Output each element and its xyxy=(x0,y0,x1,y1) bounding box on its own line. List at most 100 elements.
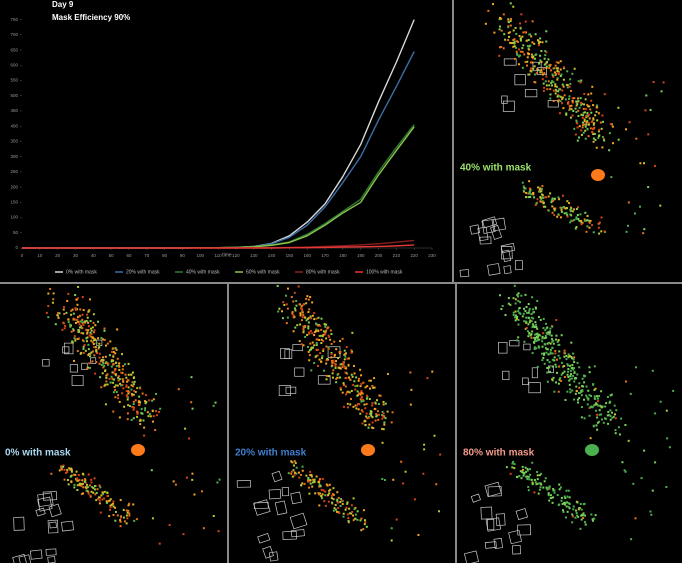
map-dot xyxy=(526,44,529,47)
map-dot xyxy=(352,405,355,408)
map-dot xyxy=(325,483,328,486)
map-dot xyxy=(133,406,136,409)
building-outline xyxy=(493,537,503,550)
map-dot xyxy=(99,511,102,514)
map-dot xyxy=(630,538,633,541)
map-dot xyxy=(533,336,536,339)
map-dot xyxy=(300,319,303,322)
map-dot xyxy=(540,193,543,196)
map-dot xyxy=(498,25,501,28)
map-dot xyxy=(491,3,494,6)
map-dot xyxy=(346,391,349,394)
map-dot xyxy=(577,80,580,83)
map-dot xyxy=(598,221,601,224)
map-dot xyxy=(579,101,582,104)
map-dot xyxy=(360,382,363,385)
map-dot xyxy=(298,476,301,479)
map-dot xyxy=(305,297,308,300)
map-dot xyxy=(362,528,365,531)
map-dot xyxy=(383,423,386,426)
map-dot xyxy=(82,321,85,324)
map-dot xyxy=(70,330,73,333)
map-dot xyxy=(585,116,588,119)
map-dot xyxy=(602,421,605,424)
map-dot xyxy=(365,412,368,415)
map-dot xyxy=(282,301,285,304)
map-dot xyxy=(76,320,79,323)
map-dot xyxy=(582,111,585,114)
map-dot xyxy=(291,461,294,464)
map-dot xyxy=(87,321,90,324)
map-dot xyxy=(309,342,312,345)
map-dot xyxy=(500,45,503,48)
map-dot xyxy=(574,392,577,395)
map-dot xyxy=(526,311,529,314)
map-dot xyxy=(539,187,542,190)
building-outline xyxy=(45,548,57,556)
map-dot xyxy=(313,481,316,484)
hotspot xyxy=(361,444,375,456)
map-dot xyxy=(374,419,377,422)
map-dot xyxy=(326,484,329,487)
map-dot xyxy=(567,100,570,103)
map-dot xyxy=(116,384,119,387)
map-dot xyxy=(318,483,321,486)
map-dot xyxy=(569,375,572,378)
map-dot xyxy=(569,364,572,367)
map-dot xyxy=(625,128,628,131)
map-dot xyxy=(90,327,93,330)
map-dot xyxy=(566,373,569,376)
map-dot xyxy=(578,366,581,369)
map-dot xyxy=(551,358,554,361)
map-dot xyxy=(564,516,567,519)
map-dot xyxy=(104,403,107,406)
map-dot xyxy=(546,88,549,91)
map-dot xyxy=(574,227,577,230)
map-dot xyxy=(317,330,320,333)
map-dot xyxy=(530,316,533,319)
map-dot xyxy=(563,370,566,373)
x-tick-label: 10 xyxy=(37,253,43,258)
map-dot xyxy=(535,347,538,350)
map-dot xyxy=(113,506,116,509)
building-outline xyxy=(502,370,510,381)
map-dot xyxy=(571,515,574,518)
map-dot xyxy=(566,213,569,216)
map-dot xyxy=(320,328,323,331)
map-dot xyxy=(575,101,578,104)
map-dot xyxy=(544,205,547,208)
map-dot xyxy=(531,55,534,58)
map-dot xyxy=(305,319,308,322)
map-dot xyxy=(532,193,535,196)
map-dot xyxy=(111,347,114,350)
map-dot xyxy=(518,35,521,38)
map-dot xyxy=(112,410,115,413)
map-dot xyxy=(559,216,562,219)
map-dot xyxy=(529,189,532,192)
map-dot xyxy=(200,490,203,493)
map-dot xyxy=(515,40,518,43)
map-dot xyxy=(527,335,530,338)
map-dot xyxy=(526,330,529,333)
map-dot xyxy=(564,98,567,101)
map-dot xyxy=(294,462,297,465)
map-dot xyxy=(568,105,571,108)
map-dot xyxy=(217,530,220,533)
map-dot xyxy=(590,120,593,123)
map-dot xyxy=(546,366,549,369)
map-dot xyxy=(74,473,77,476)
map-dot xyxy=(353,508,356,511)
map-dot xyxy=(609,400,612,403)
x-tick-label: 160 xyxy=(303,253,311,258)
map-dot xyxy=(320,360,323,363)
map-dot xyxy=(69,323,72,326)
map-dot xyxy=(548,499,551,502)
map-dot xyxy=(546,371,549,374)
map-dot xyxy=(544,329,547,332)
map-dot xyxy=(560,499,563,502)
map-dot xyxy=(76,477,79,480)
map-dot xyxy=(306,317,309,320)
map-dot xyxy=(316,354,319,357)
map-dot xyxy=(339,388,342,391)
